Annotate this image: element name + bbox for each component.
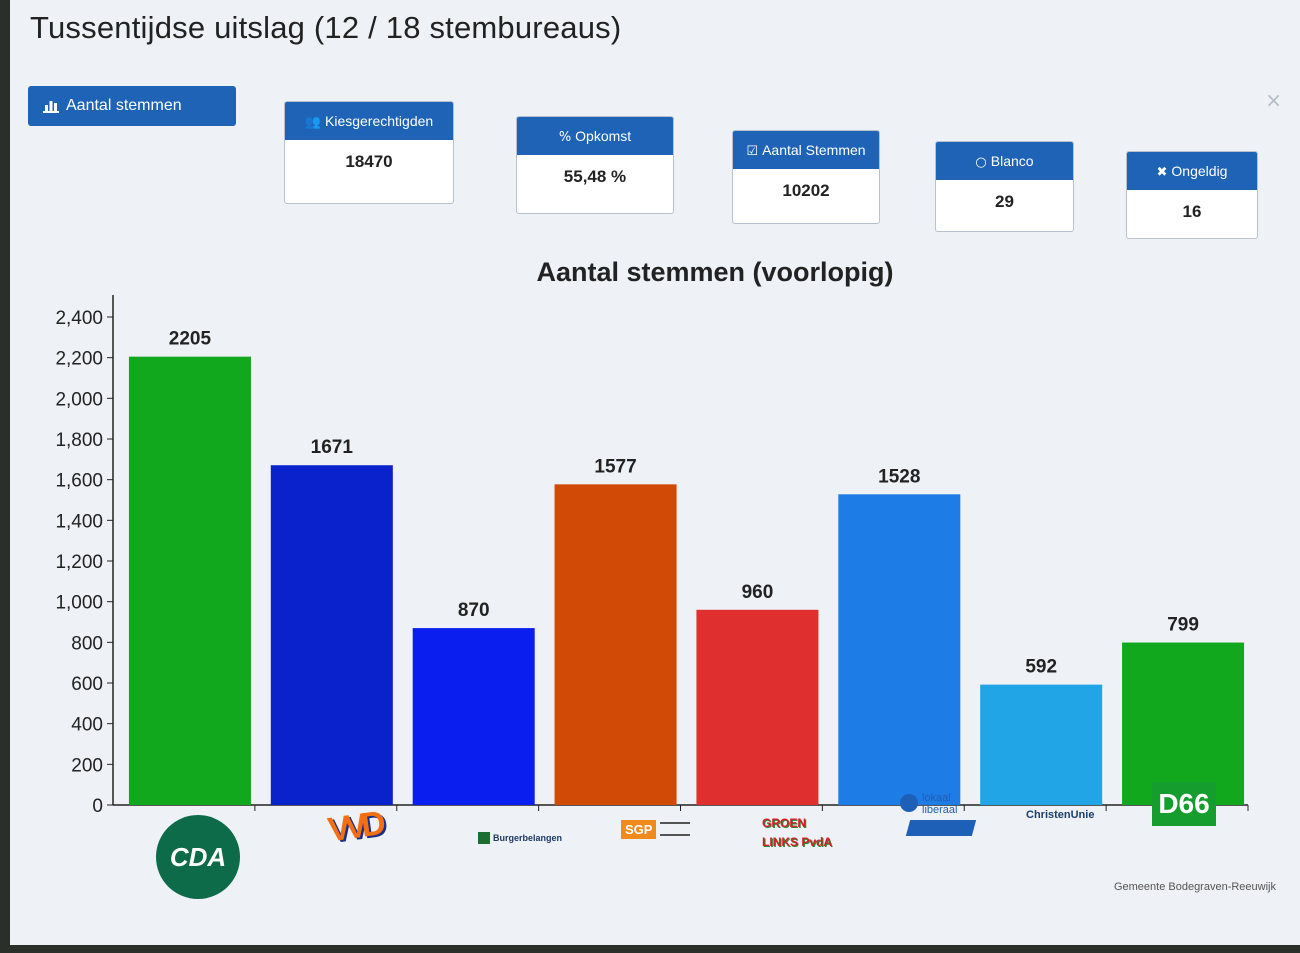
logo-cda-text: CDA [169,841,227,872]
check-square-icon: ☑ [746,144,759,159]
logo-groenlinks-pvda: GROEN LINKS PvdA [762,812,842,849]
stat-header: ☑ Aantal Stemmen [733,131,879,169]
page-title: Tussentijdse uitslag (12 / 18 stembureau… [30,10,622,45]
votes-tab-button[interactable]: Aantal stemmen [28,86,236,126]
logo-burgerbelangen-text: Burgerbelangen [493,833,563,843]
stat-ongeldig: ✖ Ongeldig 16 [1126,151,1258,239]
burgerbelangen-mark-icon [478,832,490,844]
bar-cda [128,356,251,805]
y-tick-label: 2,000 [55,389,103,410]
logo-groenlinks-pvda-text: GROEN LINKS PvdA [762,816,833,849]
logo-vvd: VVD [325,804,398,888]
y-tick-label: 2,200 [55,349,103,370]
stat-header: 👥 Kiesgerechtigden [285,102,453,140]
stat-header: ○ Blanco [936,142,1073,180]
data-label: 870 [458,600,490,621]
logo-lokaal-liberaal: lokaal liberaal [898,792,978,842]
logo-christenunie-text: ChristenUnie [1026,809,1095,821]
data-label: 592 [1025,657,1057,678]
logo-sgp-text: SGP [621,819,657,839]
stat-value: 55,48 % [563,167,627,186]
y-tick-label: 0 [92,796,103,817]
y-tick-label: 600 [71,674,103,695]
bar-groenlinks-pvda [696,609,819,805]
stat-value: 16 [1182,202,1202,221]
bar-lokaal-liberaal [838,494,961,805]
data-label: 1671 [311,437,354,458]
stat-header: % Opkomst [517,117,673,155]
stat-opkomst: % Opkomst 55,48 % [516,116,674,214]
sgp-subtext-icon [660,822,691,836]
y-tick-label: 1,000 [55,593,103,614]
stat-blanco: ○ Blanco 29 [935,141,1074,232]
data-label: 1528 [878,466,920,487]
logo-christenunie: ChristenUnie [1026,803,1106,821]
users-icon: 👥 [304,115,321,130]
y-tick-label: 1,200 [55,552,103,573]
footer-municipality: Gemeente Bodegraven-Reeuwijk [1113,881,1276,893]
logo-cda: CDA [156,815,240,899]
app-screen: Tussentijdse uitslag (12 / 18 stembureau… [10,0,1300,945]
logo-vvd-text: VVD [325,804,383,850]
votes-chart: Aantal stemmen (voorlopig) 0 200 400 600 800 1… [10,245,1300,895]
logo-d66-text: D66 [1158,788,1210,819]
votes-tab-label: Aantal stemmen [66,97,182,114]
stat-value: 29 [995,192,1014,211]
logo-burgerbelangen: Burgerbelangen [478,829,568,847]
percent-icon: % [558,130,572,145]
y-tick-label: 1,800 [55,430,103,451]
stat-label: Aantal Stemmen [762,142,866,158]
bar-sgp [554,484,677,805]
lokaal-liberaal-banner-icon [905,820,977,836]
bar-chart-icon [43,101,59,113]
chart-title: Aantal stemmen (voorlopig) [536,257,893,287]
lokaal-liberaal-dot-icon [900,794,918,812]
stat-label: Kiesgerechtigden [325,113,434,129]
y-tick-label: 800 [71,633,103,654]
stat-value: 10202 [782,181,830,200]
stat-label: Blanco [990,153,1034,169]
y-tick-label: 400 [71,715,103,736]
stat-aantal-stemmen: ☑ Aantal Stemmen 10202 [732,130,880,224]
close-icon[interactable]: × [1265,88,1282,112]
data-label: 799 [1167,615,1199,636]
data-label: 1577 [594,456,636,477]
stat-value: 18470 [345,152,393,171]
stat-label: Opkomst [575,128,632,144]
logo-d66: D66 [1152,782,1216,826]
y-tick-label: 2,400 [55,308,103,329]
x-icon: ✖ [1156,165,1168,180]
logo-sgp: SGP [621,817,706,841]
circle-icon: ○ [975,155,987,170]
chart-svg: Aantal stemmen (voorlopig) 0 200 400 600 800 1… [55,257,1249,817]
data-label: 960 [742,582,774,603]
bar-vvd [270,465,393,805]
stat-header: ✖ Ongeldig [1127,152,1257,190]
logo-lokaal-liberaal-text: lokaal liberaal [922,792,958,816]
bar-d66 [1122,642,1245,805]
bar-burgerbelangen [412,628,535,805]
y-tick-label: 1,600 [55,471,103,492]
bar-christenunie [980,684,1103,805]
y-tick-label: 1,400 [55,511,103,532]
stat-kiesgerechtigden: 👥 Kiesgerechtigden 18470 [284,101,454,204]
data-label: 2205 [169,329,212,350]
y-tick-label: 200 [71,755,103,776]
stat-label: Ongeldig [1171,163,1228,179]
